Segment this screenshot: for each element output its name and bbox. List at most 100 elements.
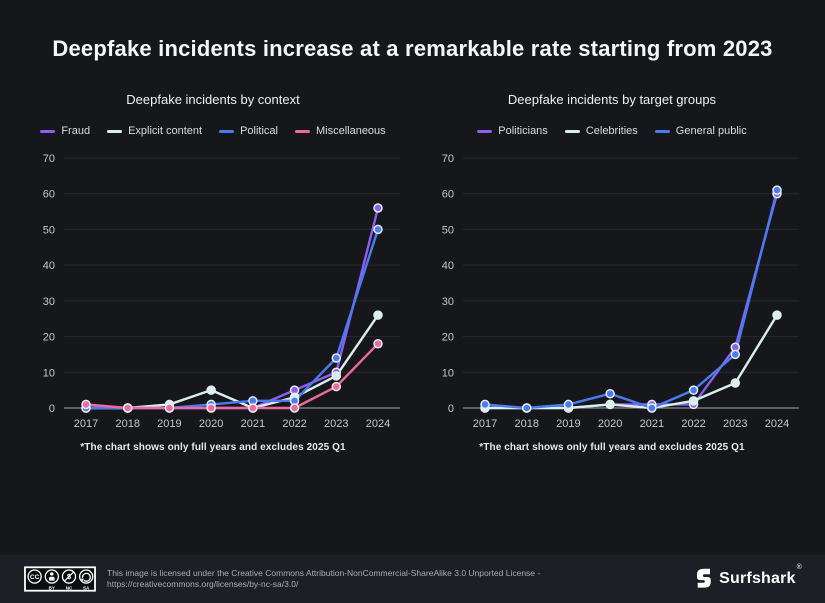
- data-point-marker: [289, 403, 300, 413]
- data-point-marker: [206, 385, 216, 395]
- data-point-marker: [688, 396, 699, 406]
- legend-label: Politicians: [498, 125, 548, 137]
- legend-swatch: [477, 129, 493, 133]
- y-tick-label: 40: [442, 260, 454, 272]
- x-tick-label: 2017: [473, 418, 497, 430]
- legend-label: Fraud: [61, 125, 91, 137]
- x-tick-label: 2021: [241, 418, 265, 430]
- brand-name: Surfshark®: [719, 564, 802, 587]
- legend-label: General public: [675, 125, 747, 137]
- surfshark-logo: Surfshark®: [695, 564, 802, 590]
- license-line-2: https://creativecommons.org/licenses/by-…: [107, 579, 299, 589]
- legend-item: Political: [219, 125, 278, 137]
- data-point-marker: [331, 371, 342, 381]
- y-tick-label: 0: [49, 403, 55, 415]
- svg-text:BY: BY: [49, 586, 55, 591]
- legend-label: Political: [240, 125, 278, 137]
- y-tick-label: 0: [448, 403, 454, 415]
- series-line-miscellaneous: [84, 342, 380, 410]
- chart-legend: Fraud Explicit content Political Miscellane…: [16, 124, 410, 138]
- x-tick-label: 2018: [514, 418, 538, 430]
- x-tick-label: 2018: [115, 418, 139, 430]
- y-tick-label: 30: [43, 296, 55, 308]
- y-tick-label: 10: [442, 367, 454, 379]
- chart-panel-context: Deepfake incidents by context Fraud Expli…: [16, 92, 410, 453]
- x-tick-label: 2020: [598, 418, 622, 430]
- legend-swatch: [564, 129, 580, 133]
- data-point-marker: [248, 403, 258, 413]
- legend-label: Miscellaneous: [315, 125, 386, 137]
- y-tick-label: 60: [43, 189, 55, 201]
- y-tick-label: 70: [43, 153, 55, 165]
- legend-item: Politicians: [477, 125, 548, 137]
- data-point-marker: [563, 399, 574, 410]
- x-tick-label: 2019: [556, 418, 580, 430]
- data-point-marker: [772, 185, 782, 195]
- legend-item: Explicit content: [107, 125, 202, 137]
- gridlines: 0 10 20 30 40 50 60 70: [43, 153, 400, 415]
- data-point-marker: [331, 353, 342, 363]
- legend-swatch: [107, 129, 123, 133]
- svg-text:CC: CC: [30, 574, 40, 581]
- data-point-marker: [331, 381, 342, 392]
- data-point-marker: [730, 378, 741, 388]
- data-point-marker: [647, 403, 657, 413]
- x-axis-labels: 2017 2018 2019 2020 2021 2022 2023 2024: [473, 418, 789, 430]
- chart-title: Deepfake incidents by context: [126, 92, 300, 107]
- x-tick-label: 2023: [324, 418, 348, 430]
- data-point-marker: [480, 399, 490, 410]
- y-tick-label: 20: [43, 332, 55, 344]
- svg-text:NC: NC: [66, 586, 73, 591]
- surfshark-fin-icon: [697, 568, 711, 588]
- x-tick-label: 2024: [366, 418, 390, 430]
- trademark-mark: ®: [796, 564, 802, 571]
- y-tick-label: 30: [442, 296, 454, 308]
- x-tick-label: 2023: [723, 418, 747, 430]
- legend-swatch: [294, 129, 310, 133]
- x-tick-label: 2024: [765, 418, 789, 430]
- data-point-marker: [521, 403, 532, 413]
- data-point-marker: [373, 338, 383, 349]
- legend-item: Celebrities: [564, 125, 638, 137]
- series-line-celebrities: [483, 313, 779, 410]
- chart-legend: Politicians Celebrities General public: [415, 124, 809, 138]
- x-axis-labels: 2017 2018 2019 2020 2021 2022 2023 2024: [74, 418, 390, 430]
- y-tick-label: 60: [442, 189, 454, 201]
- data-point-marker: [688, 385, 699, 395]
- series-line-general-public: [483, 188, 779, 410]
- footer: CC BY $ NC SA This image is licensed und…: [0, 555, 825, 603]
- legend-swatch: [654, 129, 670, 133]
- data-point-marker: [373, 224, 383, 235]
- legend-item: General public: [654, 125, 747, 137]
- data-point-marker: [605, 399, 615, 410]
- cc-license-badge: CC BY $ NC SA: [24, 566, 96, 592]
- x-tick-label: 2022: [681, 418, 705, 430]
- data-point-marker: [772, 310, 782, 320]
- data-point-marker: [206, 403, 216, 413]
- legend-swatch: [219, 129, 235, 133]
- legend-item: Miscellaneous: [294, 125, 386, 137]
- x-tick-label: 2019: [157, 418, 181, 430]
- x-tick-label: 2020: [199, 418, 223, 430]
- y-tick-label: 40: [43, 260, 55, 272]
- chart-footnote: *The chart shows only full years and exc…: [479, 442, 745, 453]
- gridlines: 0 10 20 30 40 50 60 70: [442, 153, 799, 415]
- series-line-political: [84, 228, 380, 410]
- y-tick-label: 10: [43, 367, 55, 379]
- x-tick-label: 2022: [282, 418, 306, 430]
- chart-panel-target-groups: Deepfake incidents by target groups Poli…: [415, 92, 809, 453]
- data-point-marker: [373, 310, 383, 320]
- license-line-1: This image is licensed under the Creativ…: [107, 567, 541, 578]
- legend-swatch: [40, 129, 56, 133]
- chart-title: Deepfake incidents by target groups: [507, 92, 717, 107]
- charts-row: Deepfake incidents by context Fraud Expli…: [0, 92, 825, 453]
- page-title: Deepfake incidents increase at a remarka…: [52, 36, 773, 61]
- x-tick-label: 2017: [74, 418, 98, 430]
- y-tick-label: 20: [442, 332, 454, 344]
- data-point-marker: [605, 388, 615, 399]
- data-point-marker: [373, 203, 383, 213]
- data-point-marker: [81, 399, 91, 410]
- y-tick-label: 50: [442, 224, 454, 236]
